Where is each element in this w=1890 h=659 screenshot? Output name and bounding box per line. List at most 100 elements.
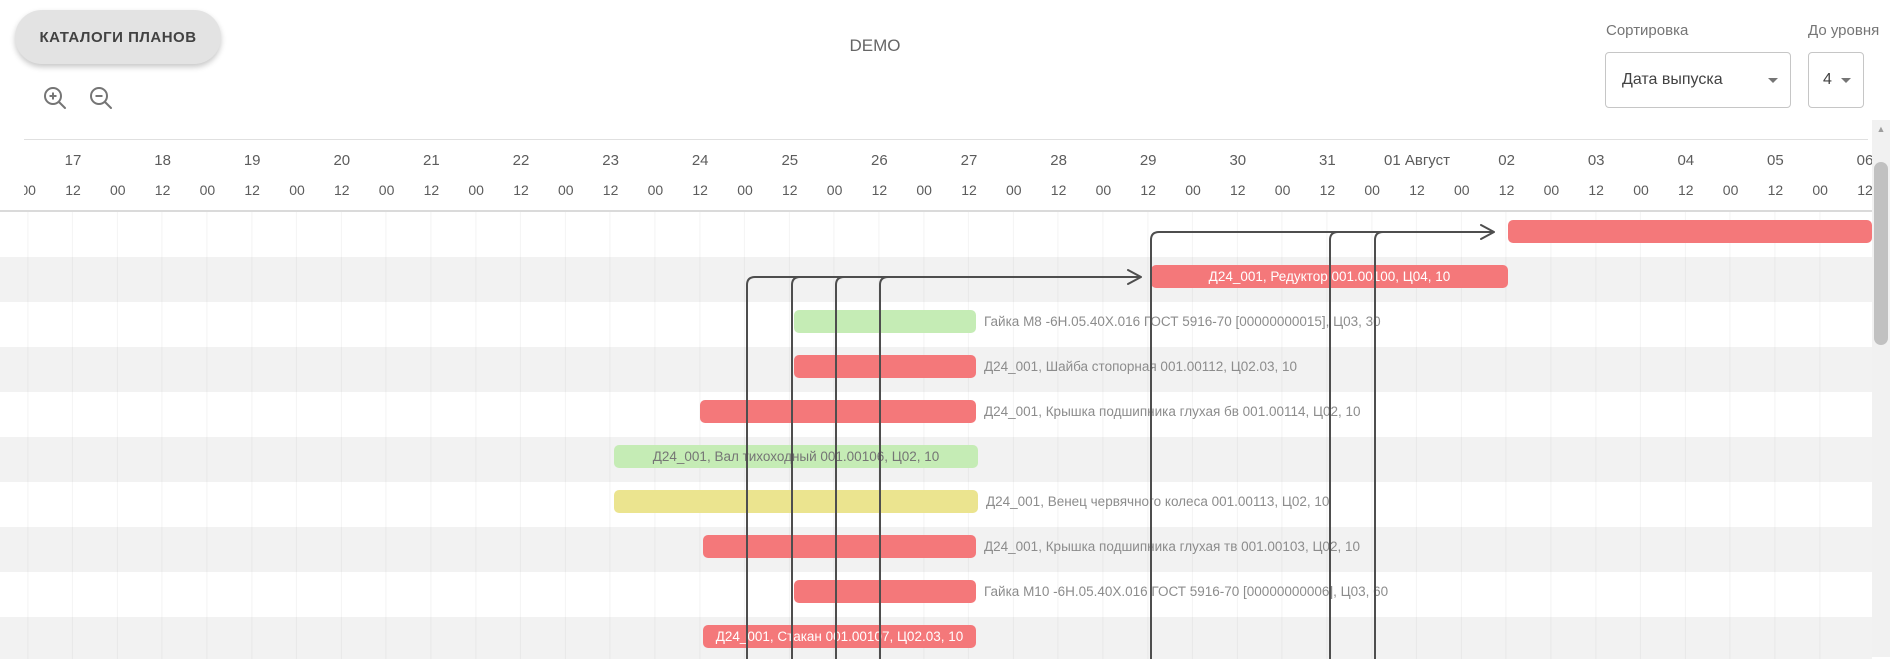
gantt-row: Д24_001, Вал тихоходный 001.00106, Ц02, … (0, 437, 1872, 482)
gantt-bar[interactable]: Д24_001, Вал тихоходный 001.00106, Ц02, … (614, 445, 978, 468)
task-label: Гайка М10 -6Н.05.40Х.016 ГОСТ 5916-70 [0… (984, 584, 1389, 599)
task-label: Д24_001, Крышка подшипника глухая бв 001… (984, 404, 1361, 419)
timeline-hour-label: 00 (289, 182, 305, 198)
timeline-hour-label: 12 (423, 182, 440, 198)
timeline-day-label: 31 (1319, 152, 1336, 169)
page-title: DEMO (849, 36, 901, 55)
magnifier-minus-icon (90, 87, 112, 109)
task-label: Гайка М8 -6Н.05.40Х.016 ГОСТ 5916-70 [00… (984, 314, 1381, 329)
timeline-day-label: 25 (781, 152, 799, 169)
timeline-hour-label: 00 (378, 182, 395, 198)
timeline-hour-label: 12 (1588, 182, 1604, 198)
task-label: Д24_001, Шайба стопорная 001.00112, Ц02.… (984, 359, 1298, 374)
timeline-hour-label: 00 (1543, 182, 1560, 198)
timeline-hour-label: 12 (1050, 182, 1067, 198)
timeline-hour-label: 00 (24, 182, 36, 198)
timeline-day-label: 29 (1139, 152, 1157, 169)
gantt-row: Д24_001, Редуктор 001.00100, Ц04, 10 (0, 257, 1872, 302)
level-select[interactable]: 4 (1808, 52, 1864, 108)
timeline-hour-label: 12 (154, 182, 171, 198)
gantt-bar[interactable] (794, 580, 976, 603)
timeline-header: 17 18 19 20 21 22 23 24 25 26 27 28 29 30 31 01 Август 0… (24, 146, 1872, 208)
gantt-row: Гайка М10 -6Н.05.40Х.016 ГОСТ 5916-70 [0… (0, 572, 1872, 617)
gantt-row: Гайка М8 -6Н.05.40Х.016 ГОСТ 5916-70 [00… (0, 302, 1872, 347)
scrollbar-thumb[interactable] (1874, 162, 1888, 345)
level-select-value: 4 (1823, 71, 1832, 88)
timeline-hour-label: 12 (1767, 182, 1784, 198)
task-label: Д24_001, Крышка подшипника глухая тв 001… (984, 539, 1360, 554)
sort-select-value: Дата выпуска (1622, 71, 1723, 88)
gantt-row: Д24_001, Венец червячного колеса 001.001… (0, 482, 1872, 527)
gantt-bar[interactable] (614, 490, 978, 513)
timeline-hour-label: 12 (334, 182, 350, 198)
timeline-day-label: 06 (1856, 152, 1872, 169)
timeline-hour-label: 00 (1364, 182, 1380, 198)
timeline-day-label: 23 (602, 152, 619, 169)
gantt-bar[interactable] (1508, 220, 1872, 243)
chevron-down-icon (1841, 77, 1851, 83)
timeline-hour-label: 00 (1185, 182, 1201, 198)
timeline-day-label: 20 (333, 152, 351, 169)
zoom-out-button[interactable] (86, 84, 116, 114)
timeline-hour-label: 12 (1857, 182, 1872, 198)
timeline-hour-label: 12 (1319, 182, 1336, 198)
timeline-hour-label: 12 (1140, 182, 1156, 198)
timeline-day-label: 03 (1587, 152, 1605, 169)
timeline-hour-label: 00 (1633, 182, 1649, 198)
gantt-bar[interactable] (794, 310, 976, 333)
timeline-hour-label: 00 (916, 182, 932, 198)
level-label: До уровня (1808, 22, 1880, 39)
timeline-hour-label: 00 (558, 182, 574, 198)
zoom-in-button[interactable] (40, 84, 70, 114)
timeline-day-label: 18 (154, 152, 171, 169)
timeline-hour-label: 12 (65, 182, 81, 198)
timeline-hour-label: 12 (961, 182, 977, 198)
timeline-hour-label: 12 (1409, 182, 1425, 198)
gantt-bar[interactable]: Д24_001, Редуктор 001.00100, Ц04, 10 (1151, 265, 1508, 288)
timeline-day-label: 01 Август (1384, 152, 1450, 169)
timeline-day-label: 17 (64, 152, 82, 169)
timeline-day-label: 19 (243, 152, 261, 169)
timeline-hour-label: 12 (602, 182, 619, 198)
timeline-hour-label: 12 (1678, 182, 1694, 198)
timeline-hour-label: 00 (1722, 182, 1739, 198)
timeline-day-label: 30 (1229, 152, 1247, 169)
timeline-hour-label: 12 (782, 182, 798, 198)
timeline-hour-label: 12 (1230, 182, 1246, 198)
timeline-hour-label: 00 (737, 182, 753, 198)
catalog-plans-button[interactable]: КАТАЛОГИ ПЛАНОВ (15, 10, 221, 64)
chevron-down-icon (1768, 77, 1778, 83)
timeline-hour-label: 00 (1812, 182, 1828, 198)
timeline-hour-label: 00 (110, 182, 126, 198)
gantt-chart: Д24_001, Редуктор 001.00100, Ц04, 10 Гайк… (0, 210, 1872, 659)
timeline-hour-label: 00 (1454, 182, 1470, 198)
timeline-hour-label: 00 (647, 182, 664, 198)
gantt-bar[interactable] (700, 400, 976, 423)
sort-select[interactable]: Дата выпуска (1605, 52, 1791, 108)
timeline-hour-label: 12 (871, 182, 888, 198)
gantt-row: Д24_001, Крышка подшипника глухая бв 001… (0, 392, 1872, 437)
timeline-hour-label: 12 (244, 182, 260, 198)
timeline-day-label: 04 (1677, 152, 1695, 169)
scroll-up-arrow-icon[interactable]: ▲ (1876, 124, 1886, 134)
task-label: Д24_001, Венец червячного колеса 001.001… (986, 494, 1330, 509)
gantt-row: Д24_001, Крышка подшипника глухая тв 001… (0, 527, 1872, 572)
timeline-hour-label: 00 (1274, 182, 1291, 198)
timeline-hour-label: 00 (1095, 182, 1112, 198)
gantt-row: Д24_001, Шайба стопорная 001.00112, Ц02.… (0, 347, 1872, 392)
gantt-bar[interactable]: Д24_001, Стакан 001.00107, Ц02.03, 10 (703, 625, 976, 648)
gantt-row: Д24_001, Стакан 001.00107, Ц02.03, 10 (0, 617, 1872, 659)
timeline-hour-label: 00 (1006, 182, 1022, 198)
timeline-day-label: 27 (960, 152, 978, 169)
sort-label: Сортировка (1606, 22, 1689, 39)
timeline-hour-label: 12 (692, 182, 708, 198)
timeline-day-label: 22 (512, 152, 530, 169)
timeline-day-label: 05 (1767, 152, 1784, 169)
gantt-bar[interactable] (794, 355, 976, 378)
timeline-hour-label: 12 (1498, 182, 1515, 198)
magnifier-plus-icon (44, 87, 66, 109)
vertical-scrollbar[interactable]: ▲ (1872, 120, 1890, 657)
gantt-bar[interactable] (703, 535, 976, 558)
timeline-top-rule (24, 139, 1868, 140)
timeline-hour-label: 00 (199, 182, 216, 198)
